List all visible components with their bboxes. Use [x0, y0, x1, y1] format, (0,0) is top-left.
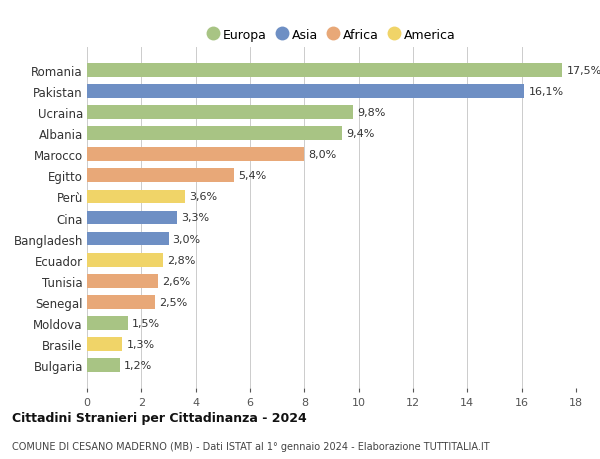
Bar: [87, 64, 562, 77]
Bar: [87, 85, 524, 98]
Bar: [87, 338, 122, 351]
Bar: [87, 106, 353, 119]
Text: 1,5%: 1,5%: [132, 319, 160, 328]
Text: 2,8%: 2,8%: [167, 255, 196, 265]
Text: 1,2%: 1,2%: [124, 361, 152, 370]
Bar: [87, 296, 155, 309]
Bar: [87, 253, 163, 267]
Text: 16,1%: 16,1%: [529, 87, 563, 96]
Text: 5,4%: 5,4%: [238, 171, 266, 181]
Bar: [87, 317, 128, 330]
Text: Cittadini Stranieri per Cittadinanza - 2024: Cittadini Stranieri per Cittadinanza - 2…: [12, 412, 307, 425]
Bar: [87, 127, 343, 140]
Bar: [87, 169, 234, 183]
Text: 2,5%: 2,5%: [159, 297, 187, 308]
Text: 17,5%: 17,5%: [566, 66, 600, 75]
Legend: Europa, Asia, Africa, America: Europa, Asia, Africa, America: [204, 26, 459, 46]
Text: 3,3%: 3,3%: [181, 213, 209, 223]
Bar: [87, 190, 185, 204]
Text: 9,8%: 9,8%: [358, 108, 386, 118]
Bar: [87, 211, 176, 225]
Text: 9,4%: 9,4%: [346, 129, 375, 139]
Text: 3,6%: 3,6%: [189, 192, 217, 202]
Text: 8,0%: 8,0%: [308, 150, 337, 160]
Bar: [87, 274, 158, 288]
Bar: [87, 232, 169, 246]
Bar: [87, 148, 304, 162]
Text: 3,0%: 3,0%: [173, 234, 200, 244]
Bar: [87, 359, 119, 372]
Text: 1,3%: 1,3%: [127, 340, 155, 349]
Text: COMUNE DI CESANO MADERNO (MB) - Dati ISTAT al 1° gennaio 2024 - Elaborazione TUT: COMUNE DI CESANO MADERNO (MB) - Dati IST…: [12, 441, 490, 451]
Text: 2,6%: 2,6%: [162, 276, 190, 286]
